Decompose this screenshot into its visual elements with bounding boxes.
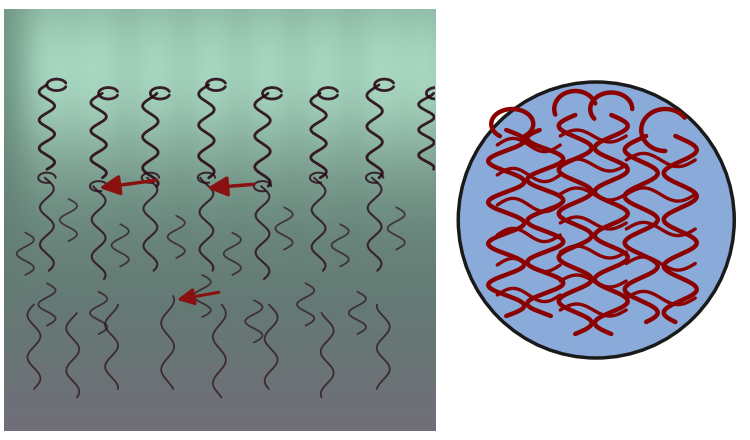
Circle shape — [458, 82, 734, 358]
